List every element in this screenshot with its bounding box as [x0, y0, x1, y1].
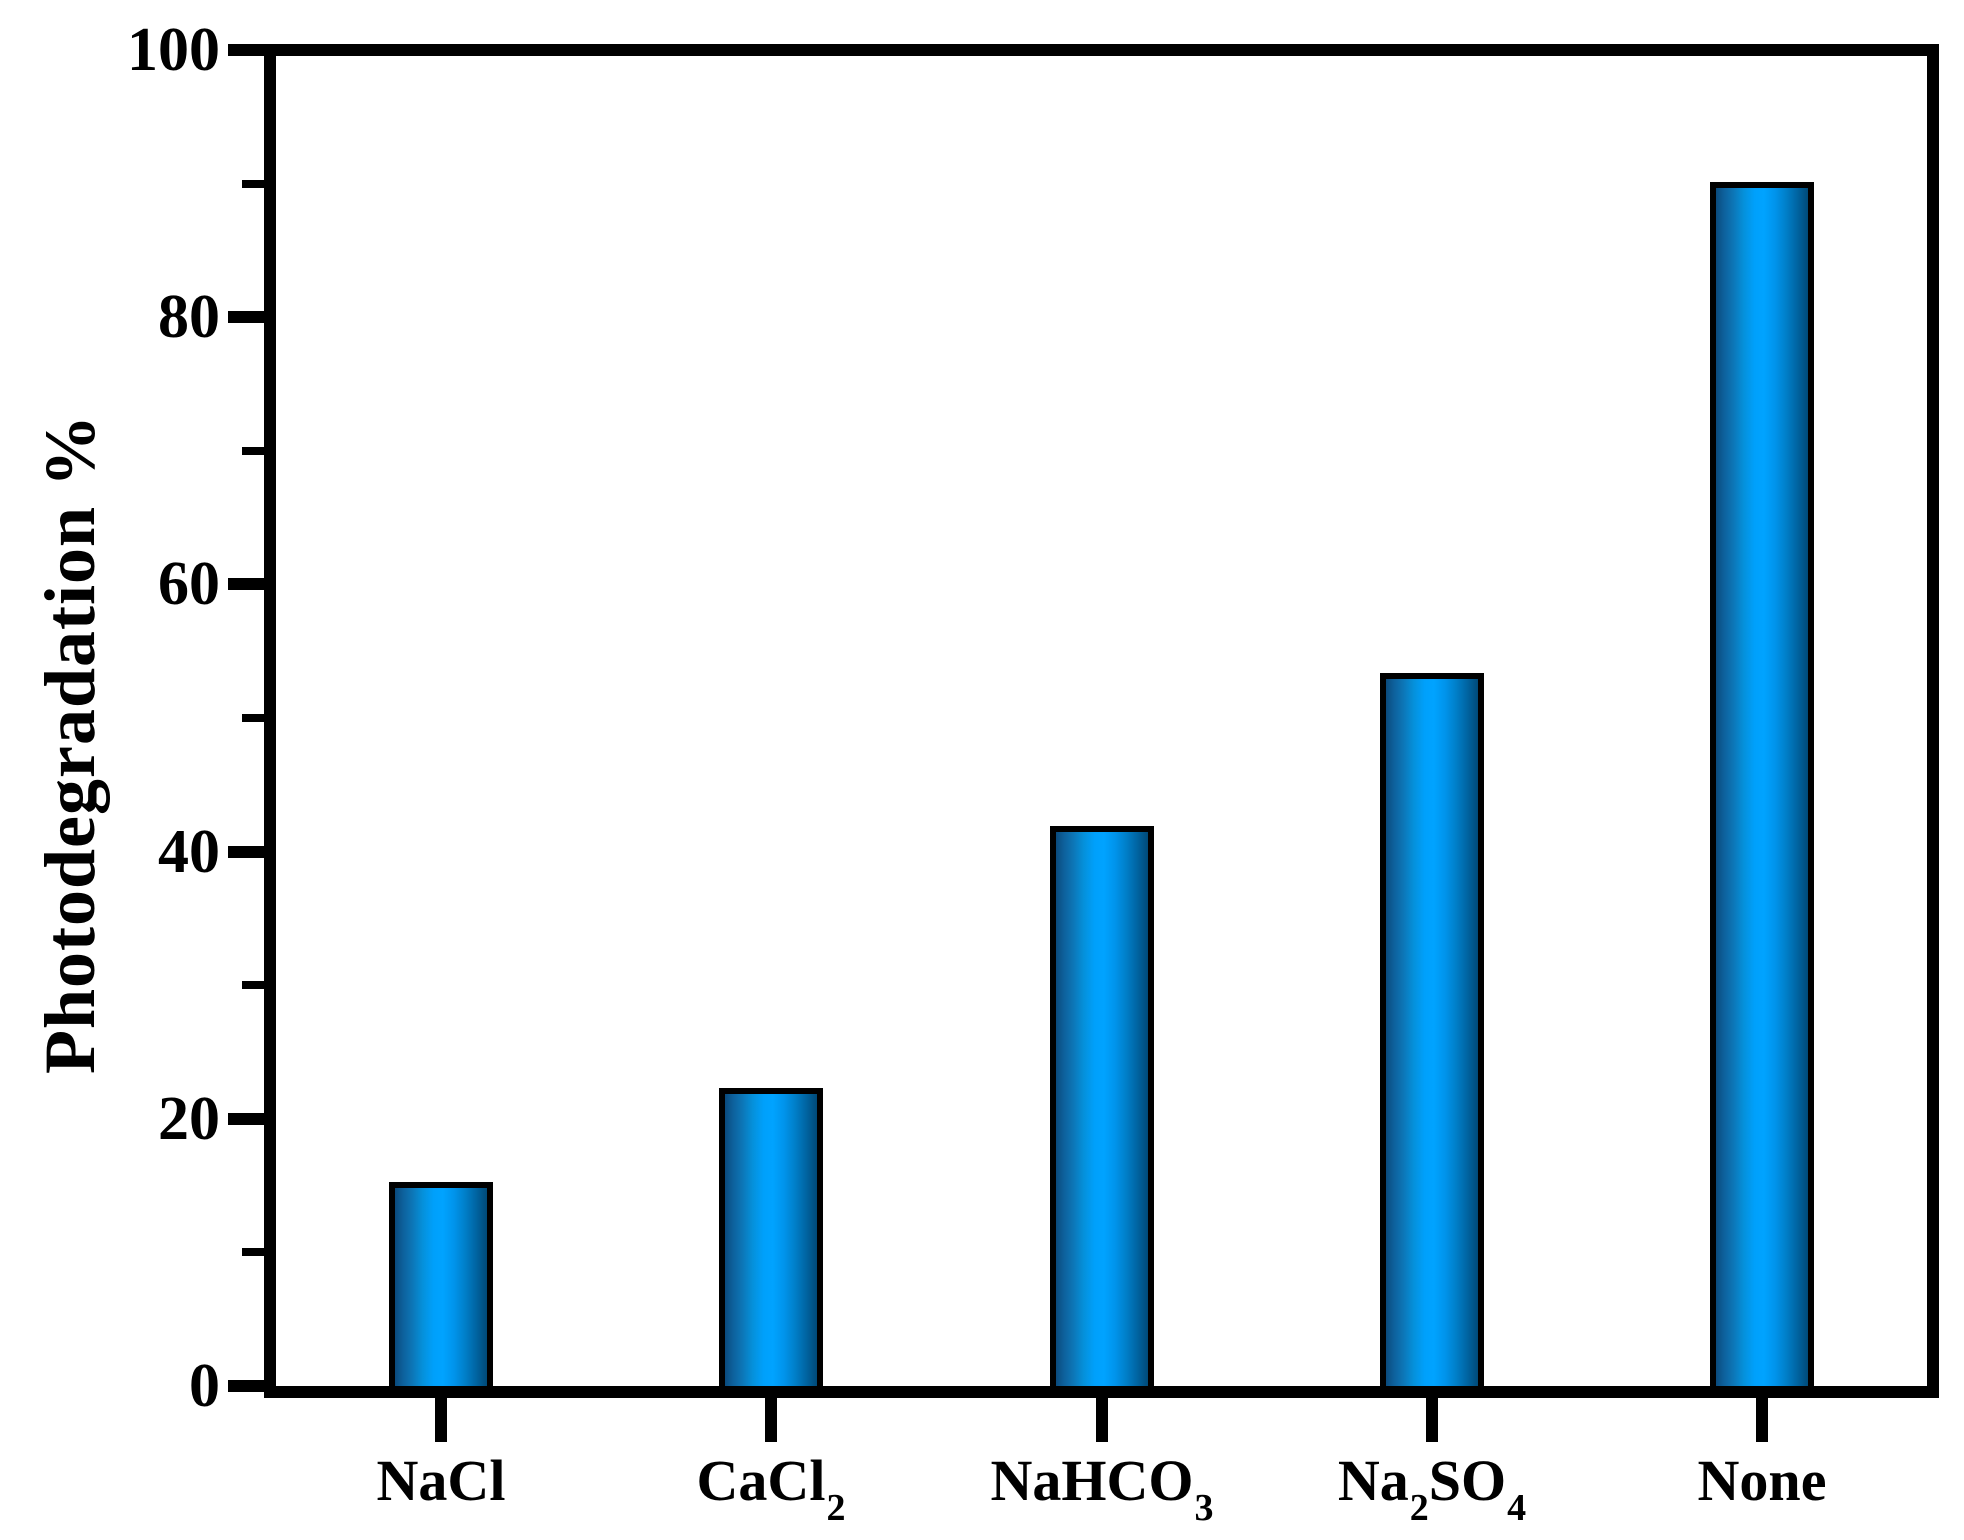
x-tick	[1756, 1398, 1768, 1442]
label-text: SO	[1428, 1448, 1507, 1513]
x-tick	[765, 1398, 777, 1442]
y-tick-label: 40	[158, 817, 220, 886]
y-major-tick	[228, 44, 264, 56]
y-axis-title: Photodegradation %	[30, 413, 110, 1075]
x-category-label: Na2SO4	[1252, 1448, 1612, 1530]
y-major-tick	[228, 311, 264, 324]
y-major-tick	[228, 578, 264, 591]
y-minor-tick	[242, 446, 264, 455]
x-category-label: NaCl	[261, 1450, 621, 1512]
y-minor-tick	[242, 179, 264, 188]
y-major-tick	[228, 1380, 264, 1392]
label-text: CaCl	[696, 1448, 826, 1513]
x-category-label: CaCl2	[591, 1448, 951, 1530]
x-category-label: NaHCO3	[922, 1448, 1282, 1530]
y-major-tick	[228, 1112, 264, 1125]
y-major-tick	[228, 845, 264, 858]
x-tick	[435, 1398, 447, 1442]
y-minor-tick	[242, 1248, 264, 1257]
x-tick	[1096, 1398, 1108, 1442]
label-text: NaHCO	[990, 1448, 1194, 1513]
label-subscript: 2	[1409, 1487, 1429, 1529]
x-category-label: None	[1582, 1450, 1942, 1512]
label-subscript: 4	[1507, 1487, 1527, 1529]
y-tick-label: 0	[189, 1352, 220, 1420]
bar-NaHCO3	[1050, 826, 1154, 1386]
bar-CaCl2	[719, 1088, 823, 1386]
label-text: Na	[1337, 1448, 1409, 1513]
y-tick-label: 60	[158, 550, 220, 619]
y-tick-label: 20	[158, 1084, 220, 1153]
x-tick	[1426, 1398, 1438, 1442]
y-minor-tick	[242, 981, 264, 990]
bar-Na2SO4	[1380, 673, 1484, 1386]
y-tick-label: 80	[158, 283, 220, 352]
label-text: NaCl	[376, 1448, 506, 1513]
bar-None	[1710, 182, 1814, 1386]
label-text: None	[1697, 1448, 1827, 1513]
label-subscript: 3	[1194, 1487, 1214, 1529]
y-tick-label: 100	[127, 16, 220, 84]
bar-NaCl	[389, 1182, 493, 1386]
y-minor-tick	[242, 714, 264, 722]
label-subscript: 2	[826, 1487, 846, 1529]
